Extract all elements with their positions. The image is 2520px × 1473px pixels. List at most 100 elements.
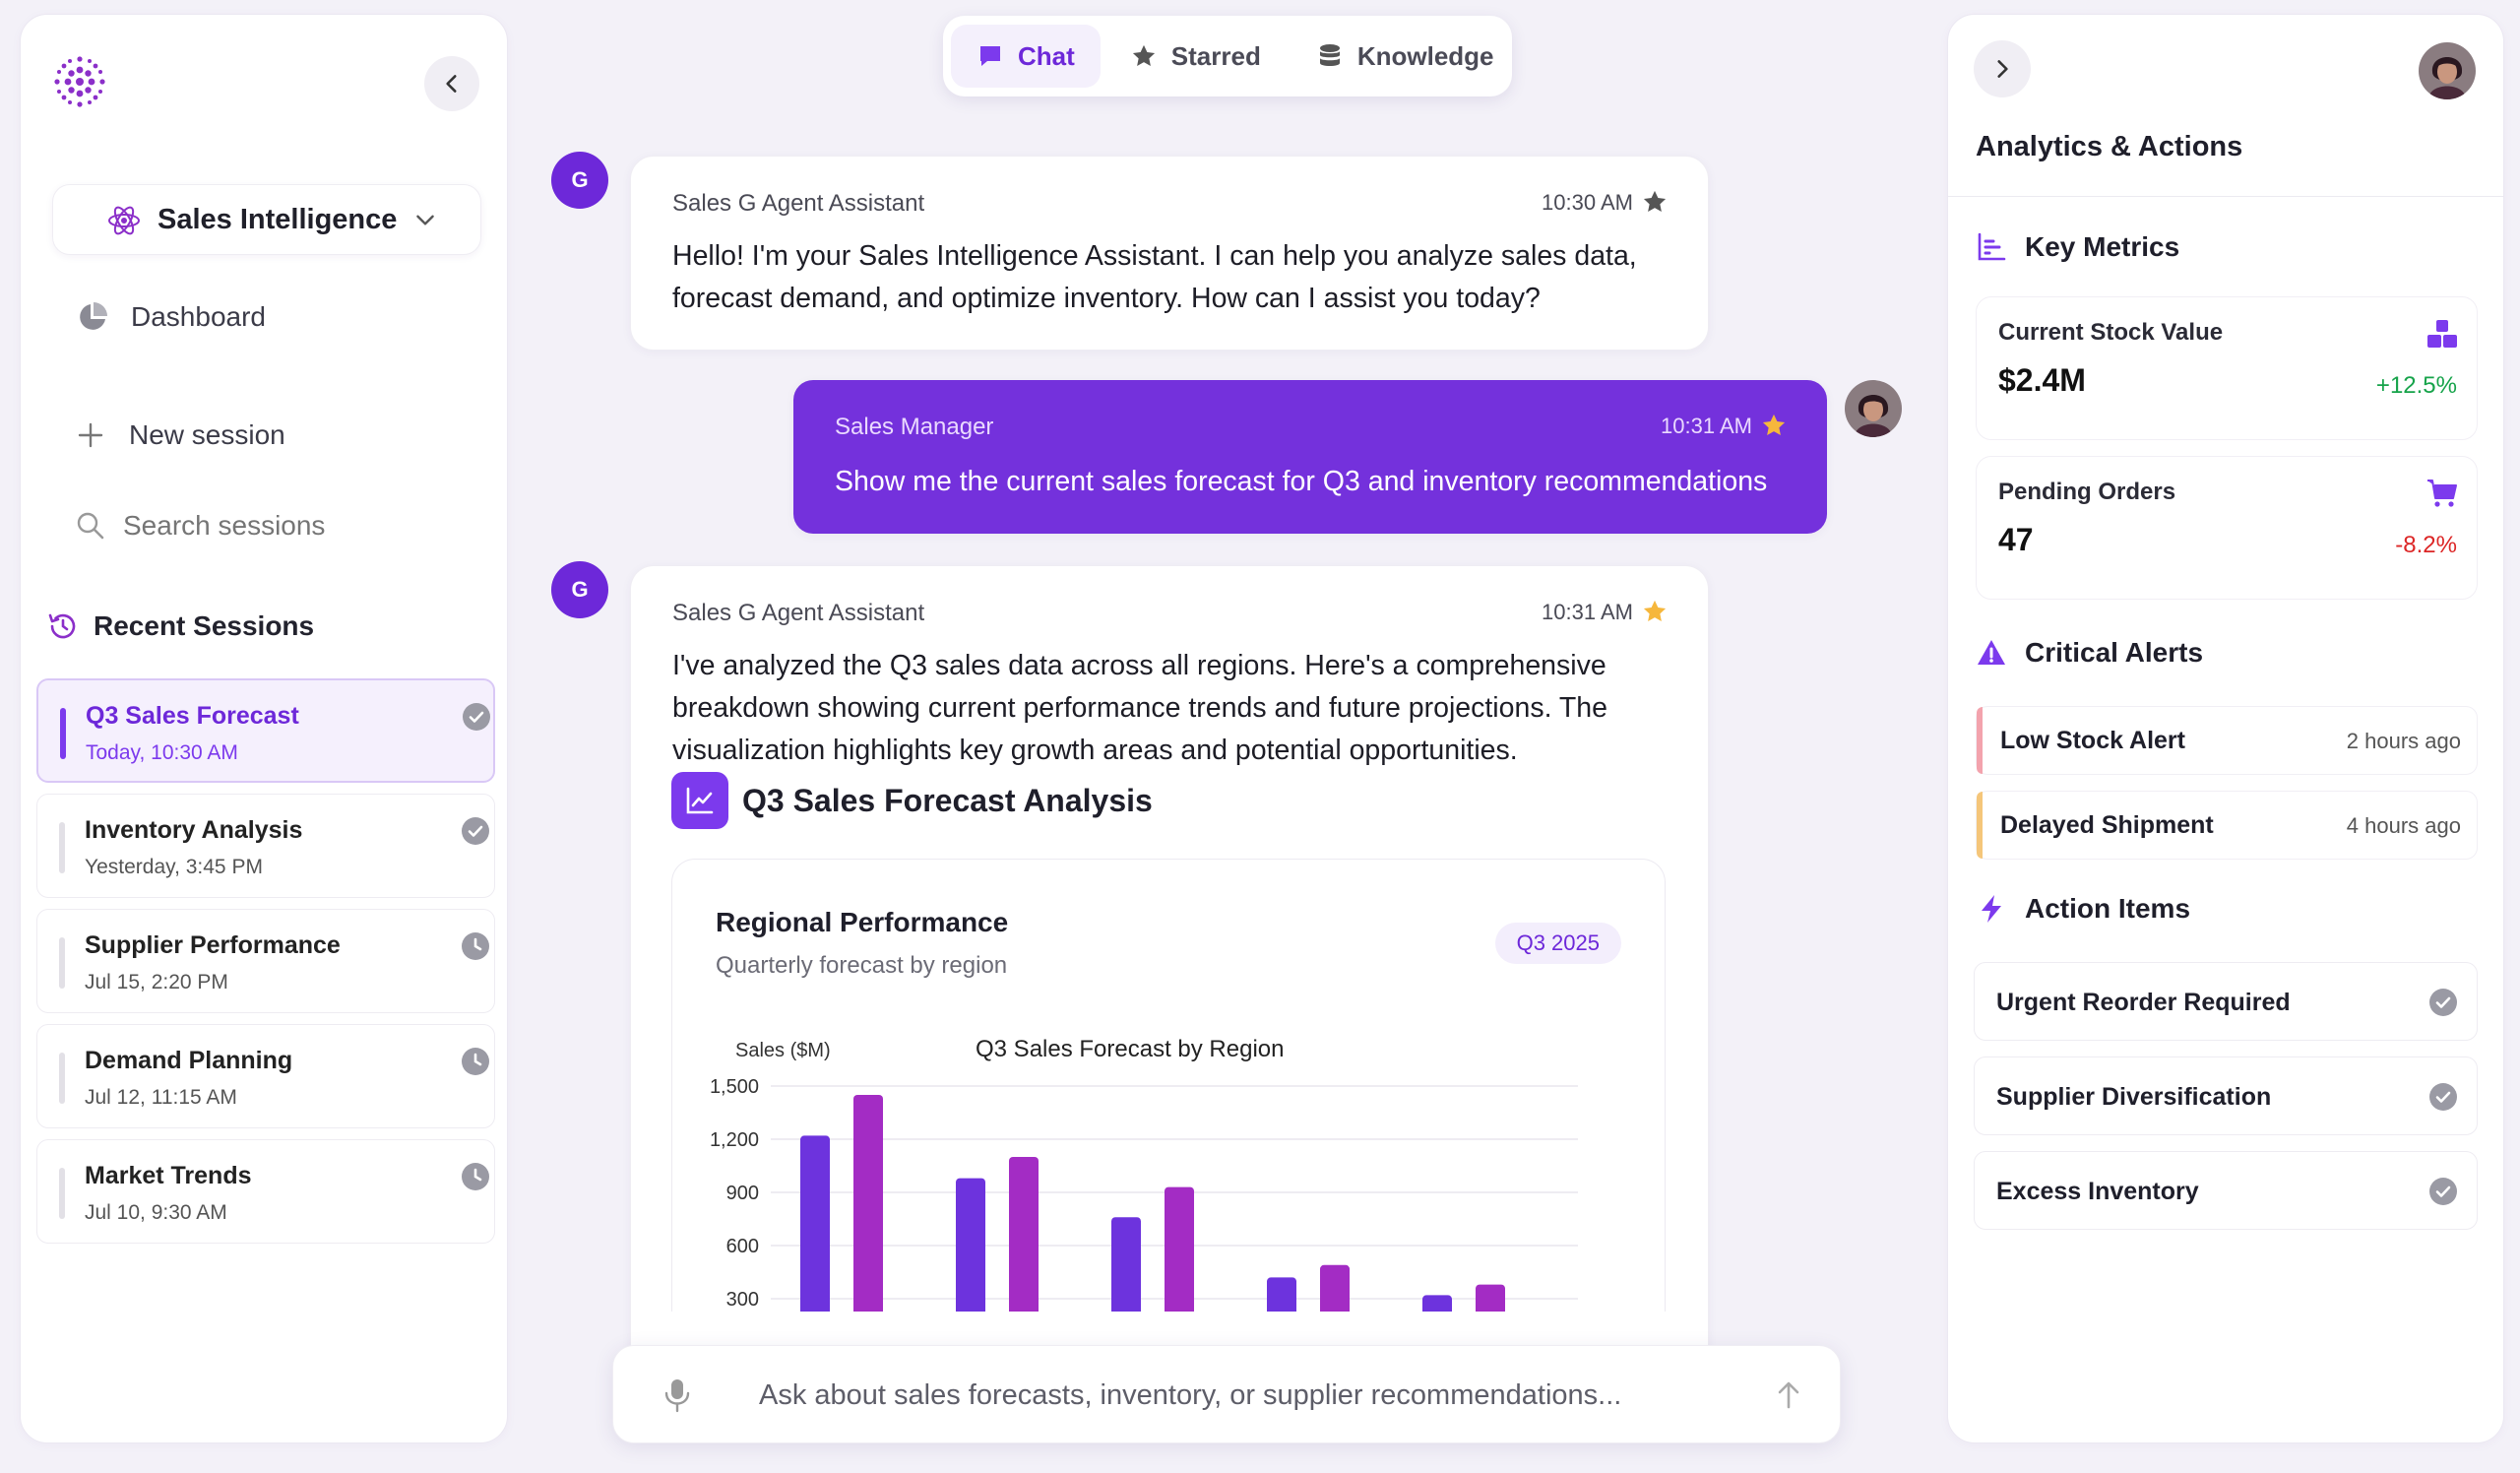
star-icon[interactable] (1760, 412, 1788, 439)
plus-icon (78, 422, 103, 448)
y-tick-label: 300 (726, 1289, 759, 1311)
session-indicator (60, 708, 66, 759)
search-sessions[interactable] (74, 509, 448, 543)
session-indicator (59, 1053, 65, 1104)
workspace-label: Sales Intelligence (158, 203, 398, 235)
new-session-button[interactable]: New session (74, 418, 285, 452)
message-sender: Sales G Agent Assistant (672, 600, 925, 626)
session-title: Q3 Sales Forecast (86, 702, 299, 730)
session-title: Inventory Analysis (85, 816, 303, 844)
pie-chart-icon (80, 302, 107, 330)
line-chart-icon (671, 772, 728, 829)
y-tick-label: 600 (726, 1236, 759, 1257)
metric-card: Current Stock Value $2.4M +12.5% (1976, 296, 2478, 440)
session-indicator (59, 937, 65, 989)
analysis-heading: Q3 Sales Forecast Analysis (671, 772, 1153, 829)
bar-series-2 (853, 1095, 883, 1312)
right-panel: Analytics & Actions Key Metrics Current … (1947, 14, 2504, 1443)
session-time: Jul 12, 11:15 AM (85, 1086, 237, 1109)
session-title: Supplier Performance (85, 931, 341, 959)
y-tick-label: 1,200 (710, 1129, 759, 1151)
session-item[interactable]: Demand Planning Jul 12, 11:15 AM (36, 1024, 495, 1128)
expand-panel-button[interactable] (1974, 40, 2031, 97)
warning-icon (1978, 640, 2005, 665)
app-logo-icon[interactable] (52, 54, 107, 109)
microphone-icon[interactable] (661, 1377, 694, 1413)
key-metrics-title: Key Metrics (1976, 231, 2179, 263)
session-time: Today, 10:30 AM (86, 741, 238, 764)
star-icon[interactable] (1641, 188, 1669, 216)
sidebar-item-label: Dashboard (131, 301, 266, 332)
card-title: Regional Performance (716, 907, 1009, 937)
session-title: Market Trends (85, 1162, 252, 1189)
boxes-icon (2427, 320, 2457, 348)
session-indicator (59, 822, 65, 873)
check-circle-icon[interactable] (2427, 987, 2459, 1018)
message-sender: Sales Manager (835, 414, 994, 440)
session-item[interactable]: Inventory Analysis Yesterday, 3:45 PM (36, 794, 495, 898)
bar-series-1 (956, 1178, 985, 1312)
check-circle-icon[interactable] (2427, 1081, 2459, 1113)
action-item[interactable]: Excess Inventory (1974, 1151, 2478, 1230)
workspace-selector[interactable]: Sales Intelligence (52, 184, 481, 255)
bar-series-1 (1267, 1277, 1296, 1312)
message-time: 10:31 AM (1661, 414, 1752, 438)
critical-alerts-title: Critical Alerts (1976, 637, 2203, 669)
metric-card: Pending Orders 47 -8.2% (1976, 456, 2478, 600)
recent-sessions-title: Recent Sessions (46, 609, 314, 643)
chart-title: Q3 Sales Forecast by Region (976, 1036, 1285, 1062)
action-item[interactable]: Supplier Diversification (1974, 1057, 2478, 1135)
tab-chat[interactable]: Chat (951, 25, 1101, 88)
assistant-avatar: G (551, 152, 608, 209)
bar-chart: Q3 Sales Forecast by Region Sales ($M) 300… (710, 1036, 1578, 1312)
panel-title: Analytics & Actions (1976, 131, 2243, 162)
tab-knowledge[interactable]: Knowledge (1291, 25, 1520, 88)
collapse-sidebar-button[interactable] (424, 56, 479, 111)
bar-series-1 (800, 1135, 830, 1312)
chevron-right-icon (1997, 60, 2008, 78)
chevron-down-icon (416, 215, 435, 225)
action-items-title: Action Items (1976, 893, 2190, 925)
clock-icon (462, 1048, 489, 1075)
bar-series-1 (1111, 1217, 1141, 1312)
session-time: Jul 15, 2:20 PM (85, 971, 228, 993)
message-text: Hello! I'm your Sales Intelligence Assis… (672, 240, 1637, 314)
user-avatar (1845, 380, 1902, 437)
session-time: Yesterday, 3:45 PM (85, 856, 263, 878)
star-icon[interactable] (1641, 598, 1669, 625)
bar-chart-icon (1978, 232, 2006, 261)
y-axis-label: Sales ($M) (735, 1040, 831, 1061)
profile-avatar[interactable] (2419, 42, 2476, 99)
alert-item[interactable]: Low Stock Alert 2 hours ago (1976, 706, 2478, 775)
user-message: Sales Manager 10:31 AM Show me the curre… (793, 380, 1827, 534)
action-item[interactable]: Urgent Reorder Required (1974, 962, 2478, 1041)
message-text: I've analyzed the Q3 sales data across a… (672, 650, 1608, 766)
atom-icon (108, 206, 140, 235)
chat-icon (980, 46, 1000, 66)
bar-series-2 (1320, 1264, 1350, 1312)
tab-starred[interactable]: Starred (1104, 25, 1287, 88)
message-time: 10:30 AM (1542, 190, 1633, 215)
chat-input[interactable] (759, 1370, 1743, 1421)
alert-item[interactable]: Delayed Shipment 4 hours ago (1976, 791, 2478, 860)
message-time: 10:31 AM (1542, 600, 1633, 624)
sidebar-item-dashboard[interactable]: Dashboard (76, 300, 266, 334)
session-item[interactable]: Supplier Performance Jul 15, 2:20 PM (36, 909, 495, 1013)
check-circle-icon[interactable] (2427, 1176, 2459, 1207)
lightning-icon (1982, 895, 2001, 923)
send-arrow-icon[interactable] (1771, 1377, 1806, 1413)
chevron-left-icon (446, 75, 457, 93)
new-session-label: New session (129, 419, 285, 450)
bar-series-1 (1422, 1295, 1452, 1312)
session-item[interactable]: Q3 Sales Forecast Today, 10:30 AM (36, 678, 495, 783)
search-input[interactable] (123, 510, 448, 542)
star-icon (1132, 44, 1155, 67)
clock-icon (462, 1163, 489, 1190)
assistant-avatar: G (551, 561, 608, 618)
session-item[interactable]: Market Trends Jul 10, 9:30 AM (36, 1139, 495, 1244)
card-subtitle: Quarterly forecast by region (716, 952, 1008, 979)
bar-series-2 (1009, 1157, 1039, 1312)
regional-performance-card: Regional Performance Quarterly forecast … (671, 859, 1666, 1312)
assistant-message: Sales G Agent Assistant 10:30 AM Hello! … (630, 156, 1709, 351)
bar-series-2 (1165, 1186, 1194, 1312)
